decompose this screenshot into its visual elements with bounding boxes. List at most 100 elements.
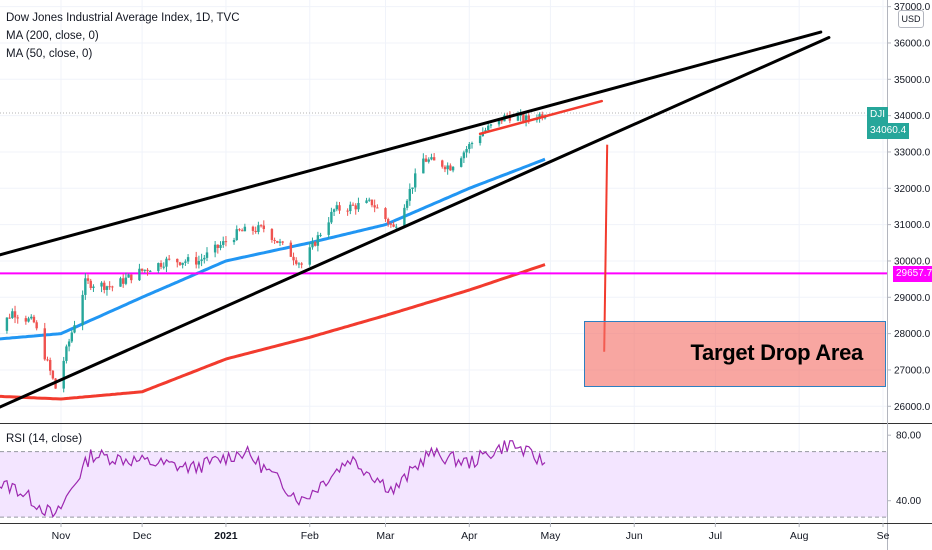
candle-body: [48, 359, 52, 371]
candle-body: [121, 278, 125, 284]
candle: [232, 237, 236, 245]
trendlines[interactable]: [0, 30, 831, 418]
candle: [216, 244, 220, 254]
candle-body: [5, 317, 9, 331]
candle: [100, 281, 103, 293]
candle-body: [27, 318, 30, 322]
candle-body: [43, 328, 46, 360]
candle-body: [16, 317, 19, 319]
target-drop-label: Target Drop Area: [690, 340, 864, 365]
candle-body: [35, 322, 38, 329]
candle-body: [292, 256, 295, 261]
candle: [203, 254, 206, 264]
candle-body: [30, 316, 33, 319]
candle: [130, 274, 133, 284]
candle: [165, 256, 168, 273]
time-tick-label: Se: [877, 530, 890, 542]
candle-body: [273, 239, 276, 241]
candle: [327, 217, 330, 239]
candle-body: [24, 318, 28, 322]
candle-body: [487, 125, 490, 131]
candle: [292, 252, 295, 266]
candle: [222, 236, 225, 248]
candle: [24, 315, 28, 325]
target-drop-area[interactable]: Target Drop Area: [584, 321, 886, 387]
candle: [308, 241, 311, 267]
currency-button[interactable]: USD: [898, 10, 924, 28]
price-tick-label: 32000.0: [894, 184, 931, 195]
candle-body: [186, 257, 190, 262]
red-channel-line[interactable]: [478, 99, 604, 136]
candle: [194, 251, 198, 269]
candle: [11, 308, 14, 319]
candle-body: [508, 115, 512, 121]
upper-wedge-line[interactable]: [0, 30, 823, 261]
candle-body: [46, 359, 49, 361]
candle: [468, 141, 471, 154]
rsi-tick-label: 80.00: [896, 431, 921, 442]
candle-body: [351, 204, 355, 206]
candle-body: [386, 219, 390, 224]
candle-body: [140, 268, 144, 271]
candle: [281, 240, 284, 245]
time-tick-label: Feb: [301, 530, 319, 542]
price-tick-label: 36000.0: [894, 38, 931, 49]
candle-body: [403, 207, 406, 227]
candle-body: [443, 166, 447, 170]
candle: [349, 201, 352, 215]
candle: [451, 166, 455, 173]
candle: [181, 262, 184, 269]
candle-body: [516, 115, 520, 121]
candle: [295, 257, 298, 266]
time-tick-label: May: [540, 530, 561, 542]
candle: [81, 290, 84, 331]
candle: [167, 254, 171, 261]
candle-body: [411, 187, 414, 189]
candle-body: [373, 205, 376, 208]
candle-body: [489, 124, 493, 126]
candle-body: [146, 269, 149, 272]
candle-body: [478, 136, 482, 144]
drop-arrow[interactable]: [603, 144, 609, 352]
candle-body: [11, 311, 14, 318]
candle-body: [157, 263, 160, 271]
candle: [357, 197, 360, 212]
candle: [395, 223, 398, 230]
candle-body: [276, 240, 279, 243]
candle: [278, 238, 282, 247]
time-axis[interactable]: Nov Dec 2021 Feb Mar Apr May Jun Jul Aug Se: [52, 523, 890, 542]
price-axis[interactable]: 26000.0 27000.0 28000.0 29000.0 30000.0 31000…: [887, 2, 931, 413]
time-tick-label: Apr: [461, 530, 478, 542]
candle-body: [392, 224, 395, 227]
candle-body: [449, 165, 452, 171]
price-tick-label: 29000.0: [894, 293, 931, 304]
candle-body: [243, 226, 247, 232]
candle-body: [67, 341, 71, 347]
time-tick-label: Jul: [709, 530, 722, 542]
candle: [27, 316, 30, 323]
candle: [200, 253, 203, 267]
candle: [430, 153, 433, 161]
candle-body: [89, 280, 92, 288]
lower-wedge-line[interactable]: [0, 36, 831, 418]
candle: [338, 201, 341, 214]
candle-body: [281, 241, 284, 243]
candle: [368, 197, 371, 202]
candle: [146, 268, 149, 276]
candle-body: [232, 240, 236, 243]
candle-body: [349, 204, 352, 212]
candle-body: [216, 244, 220, 248]
candle: [311, 237, 314, 250]
candle: [405, 198, 409, 211]
candle: [205, 247, 209, 262]
price-tick-label: 31000.0: [894, 220, 931, 231]
candle: [62, 356, 65, 393]
candle-body: [70, 332, 74, 342]
candle: [176, 258, 179, 268]
rsi-axis[interactable]: 40.00 80.00: [887, 431, 921, 508]
candle-body: [100, 282, 103, 287]
candle: [162, 262, 165, 270]
rsi-tick-label: 40.00: [896, 496, 921, 507]
candle-body: [370, 199, 374, 206]
